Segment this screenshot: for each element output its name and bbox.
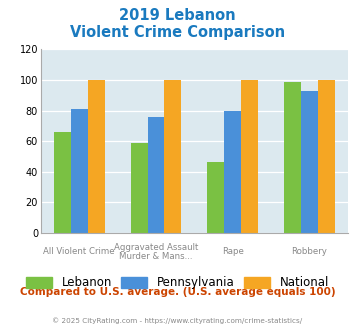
Bar xyxy=(71,109,88,233)
Text: Compared to U.S. average. (U.S. average equals 100): Compared to U.S. average. (U.S. average … xyxy=(20,287,335,297)
Bar xyxy=(241,80,258,233)
Text: Robbery: Robbery xyxy=(291,248,327,256)
Bar xyxy=(88,80,104,233)
Bar xyxy=(301,91,318,233)
Text: Violent Crime Comparison: Violent Crime Comparison xyxy=(70,25,285,40)
Bar xyxy=(318,80,335,233)
Legend: Lebanon, Pennsylvania, National: Lebanon, Pennsylvania, National xyxy=(21,272,334,294)
Text: Rape: Rape xyxy=(222,248,244,256)
Text: © 2025 CityRating.com - https://www.cityrating.com/crime-statistics/: © 2025 CityRating.com - https://www.city… xyxy=(53,317,302,324)
Bar xyxy=(284,82,301,233)
Text: Murder & Mans...: Murder & Mans... xyxy=(119,252,193,261)
Text: Aggravated Assault: Aggravated Assault xyxy=(114,243,198,251)
Text: All Violent Crime: All Violent Crime xyxy=(43,248,115,256)
Bar xyxy=(224,111,241,233)
Text: 2019 Lebanon: 2019 Lebanon xyxy=(119,8,236,23)
Bar xyxy=(148,116,164,233)
Bar xyxy=(207,162,224,233)
Bar xyxy=(54,132,71,233)
Bar xyxy=(164,80,181,233)
Bar xyxy=(131,143,148,233)
